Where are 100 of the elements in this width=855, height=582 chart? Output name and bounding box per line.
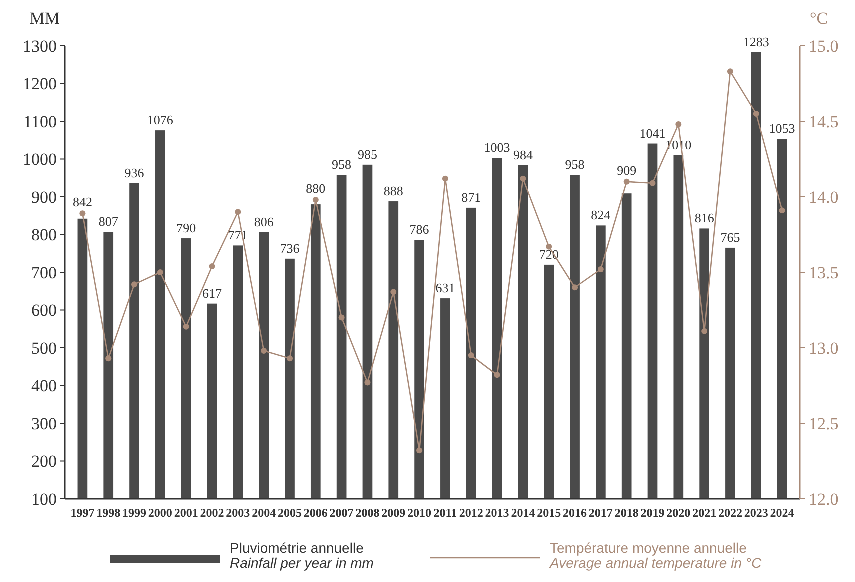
x-tick-label: 2024 [770,506,794,520]
y-tick-label: 1100 [24,112,57,132]
data-label: 617 [202,286,223,301]
point [416,448,423,454]
point [624,178,630,185]
x-tick-label: 1998 [96,506,121,520]
data-label: 816 [694,210,715,226]
y-tick-label: 300 [32,414,57,434]
data-label: 842 [72,194,92,210]
x-tick-label: 2001 [174,506,198,520]
x-tick-label: 1997 [70,506,95,520]
data-label: 936 [124,165,145,180]
data-label: 807 [98,214,119,230]
text: Température moyenne annuelle Average annual temperature in °C [549,540,762,571]
data-label: 1076 [147,112,174,128]
point [442,176,448,182]
x-tick-label: 2010 [408,506,432,520]
point [676,122,682,128]
x-tick-label: 2006 [304,506,328,520]
point [80,210,86,217]
point [157,270,164,276]
data-label: 880 [306,181,326,196]
y2-tick-label: 14.0 [809,188,839,207]
y2-tick-label: 13.5 [809,263,839,282]
point [338,314,345,321]
data-label: 1283 [743,34,770,50]
x-tick-label: 2004 [252,506,276,520]
point [261,348,268,354]
y-tick-label: 1000 [23,150,57,170]
x-tick-label: 2008 [356,506,380,520]
point [209,263,216,270]
data-label: 958 [565,157,585,172]
data-label: 765 [720,230,740,245]
point [364,380,371,386]
x-tick-label: 2014 [511,506,536,520]
y-tick-label: 800 [32,226,57,245]
point [650,180,656,186]
point [727,68,734,75]
y-tick-label: 100 [32,490,57,509]
point [520,176,526,182]
x-tick-label: 2015 [537,506,562,520]
data-label: 958 [332,157,352,172]
x-tick-label: 2013 [485,506,510,520]
text: Pluviométrie annuelle Rainfall per year in mm [230,540,374,571]
y-tick-label: 1300 [23,36,57,56]
x-tick-label: 2002 [200,506,224,520]
data-label: 790 [176,220,196,236]
y2-tick-label: 12.0 [809,490,839,509]
y-tick-label: 600 [32,301,57,320]
point [468,352,474,359]
x-tick-label: 2020 [666,506,691,520]
y-axis-title: MM [30,9,60,28]
point [702,328,708,334]
point [132,282,138,288]
point [494,372,500,378]
data-label: 871 [462,190,482,205]
point [572,284,578,291]
x-tick-label: 2023 [744,506,768,520]
x-tick-label: 2016 [563,506,588,520]
data-label: 631 [436,280,456,296]
point [286,356,293,362]
x-tick-label: 2017 [588,506,613,520]
y-tick-label: 1200 [23,74,57,94]
x-tick-label: 2022 [718,506,742,520]
y2-tick-label: 13.0 [809,338,839,358]
data-label: 736 [280,240,300,256]
point [753,110,760,117]
data-label: 909 [617,162,637,178]
data-label: 824 [591,208,612,223]
point [183,324,190,330]
y-tick-label: 500 [32,338,57,358]
x-tick-label: 2007 [330,506,354,520]
point [598,266,604,272]
x-tick-label: 1999 [122,506,147,520]
data-label: 984 [513,147,534,162]
y-tick-label: 700 [32,263,57,282]
x-tick-label: 2019 [640,506,665,520]
y-tick-label: 900 [32,188,57,207]
point [312,197,319,204]
x-tick-label: 2018 [614,506,639,520]
data-label: 888 [384,184,404,199]
y-tick-label: 200 [32,452,57,472]
data-label: 1041 [640,126,666,141]
data-label: 1053 [769,121,796,136]
data-label: 786 [410,222,430,238]
y2-axis-title: °C [810,9,828,28]
x-tick-label: 2021 [692,506,717,520]
point [106,356,112,362]
y2-tick-label: 14.5 [809,112,839,132]
x-tick-label: 2005 [278,506,302,520]
y2-tick-label: 15.0 [809,36,839,56]
x-tick-label: 2003 [226,506,250,520]
data-label: 1003 [484,140,510,156]
point [779,208,786,214]
data-label: 985 [358,146,378,162]
point [235,209,242,216]
x-tick-label: 2000 [148,506,172,520]
x-tick-label: 2012 [459,506,484,520]
x-tick-label: 2011 [434,506,458,520]
y2-tick-label: 12.5 [809,414,839,434]
